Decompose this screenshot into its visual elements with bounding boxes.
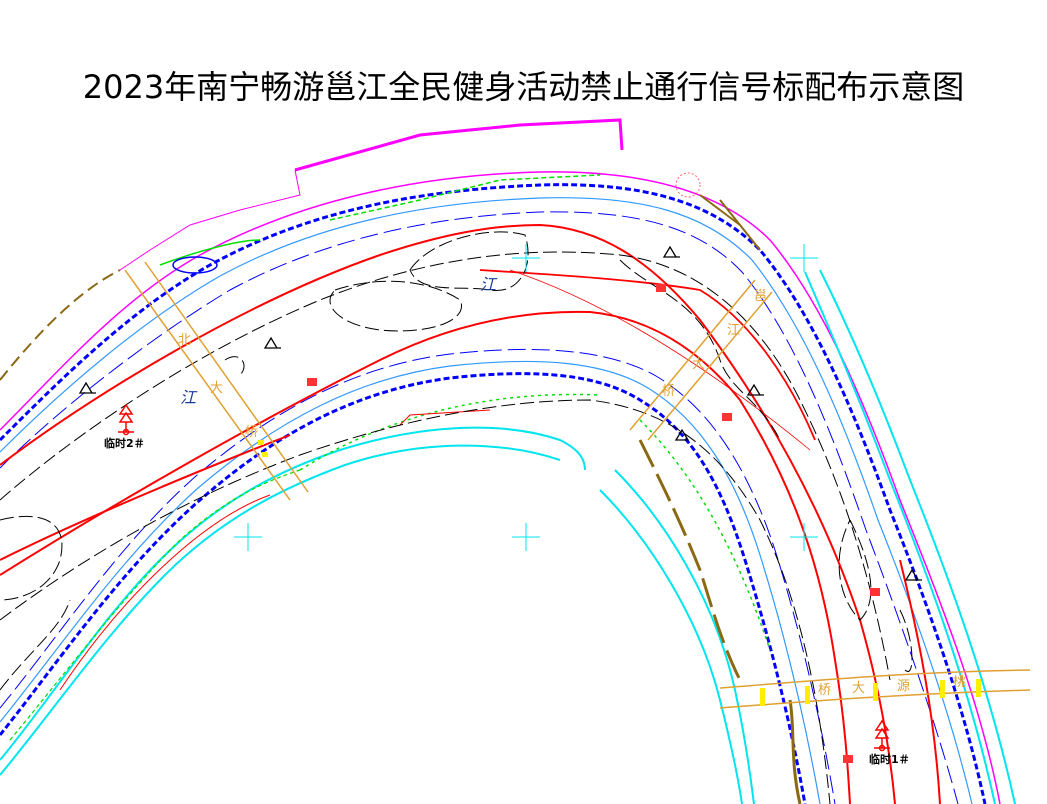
red-buoy-icon [307,378,317,386]
buoy-icon [662,245,680,258]
bridge-label-char: 桃 [953,675,966,690]
buoy-icon [78,381,96,394]
river-label: 江 [180,388,198,407]
no-passage-signal-icon [118,403,134,436]
buoy-icon [263,336,281,349]
bridge-label-char: 江 [727,323,740,338]
grid-crosses [234,244,818,551]
river-label: 江 [480,275,498,294]
no-passage-signal-icon [874,719,890,752]
bridge-label-char: 桥 [245,425,258,440]
red-buoy-icon [843,755,853,763]
inner-bank [0,348,836,804]
bridge-label-char: 源 [897,679,910,694]
bridge-label-char: 大 [210,381,223,396]
marker-label: 临时2＃ [104,436,145,450]
bridge-labels: 北 大 桥 邕 江 大 桥 桥 大 源 桃 [178,289,966,698]
map-title: 2023年南宁畅游邕江全民健身活动禁止通行信号标配布示意图 [82,68,965,106]
red-buoy-icon [656,284,666,292]
buoy-icon [904,568,922,581]
depth-contours [0,231,913,804]
north-shore-structures [0,118,761,381]
bridge-piers [258,440,981,706]
buoy-icon [674,428,690,441]
bridge-label-char: 大 [692,357,705,372]
red-buoys [307,284,880,763]
bridge-label-char: 邕 [754,289,767,304]
river-labels: 江 江 [180,275,498,407]
marker-label: 临时1＃ [869,752,910,766]
red-buoy-icon [722,413,732,421]
bridge-label-char: 北 [178,333,191,348]
bridge-label-char: 大 [852,681,865,696]
buoy-icon [746,383,764,396]
outer-bank [0,171,1016,804]
buoy-markers [78,245,922,581]
red-buoy-icon [870,588,880,596]
bridge-label-char: 桥 [662,384,675,399]
bridge-label-char: 桥 [818,683,831,698]
